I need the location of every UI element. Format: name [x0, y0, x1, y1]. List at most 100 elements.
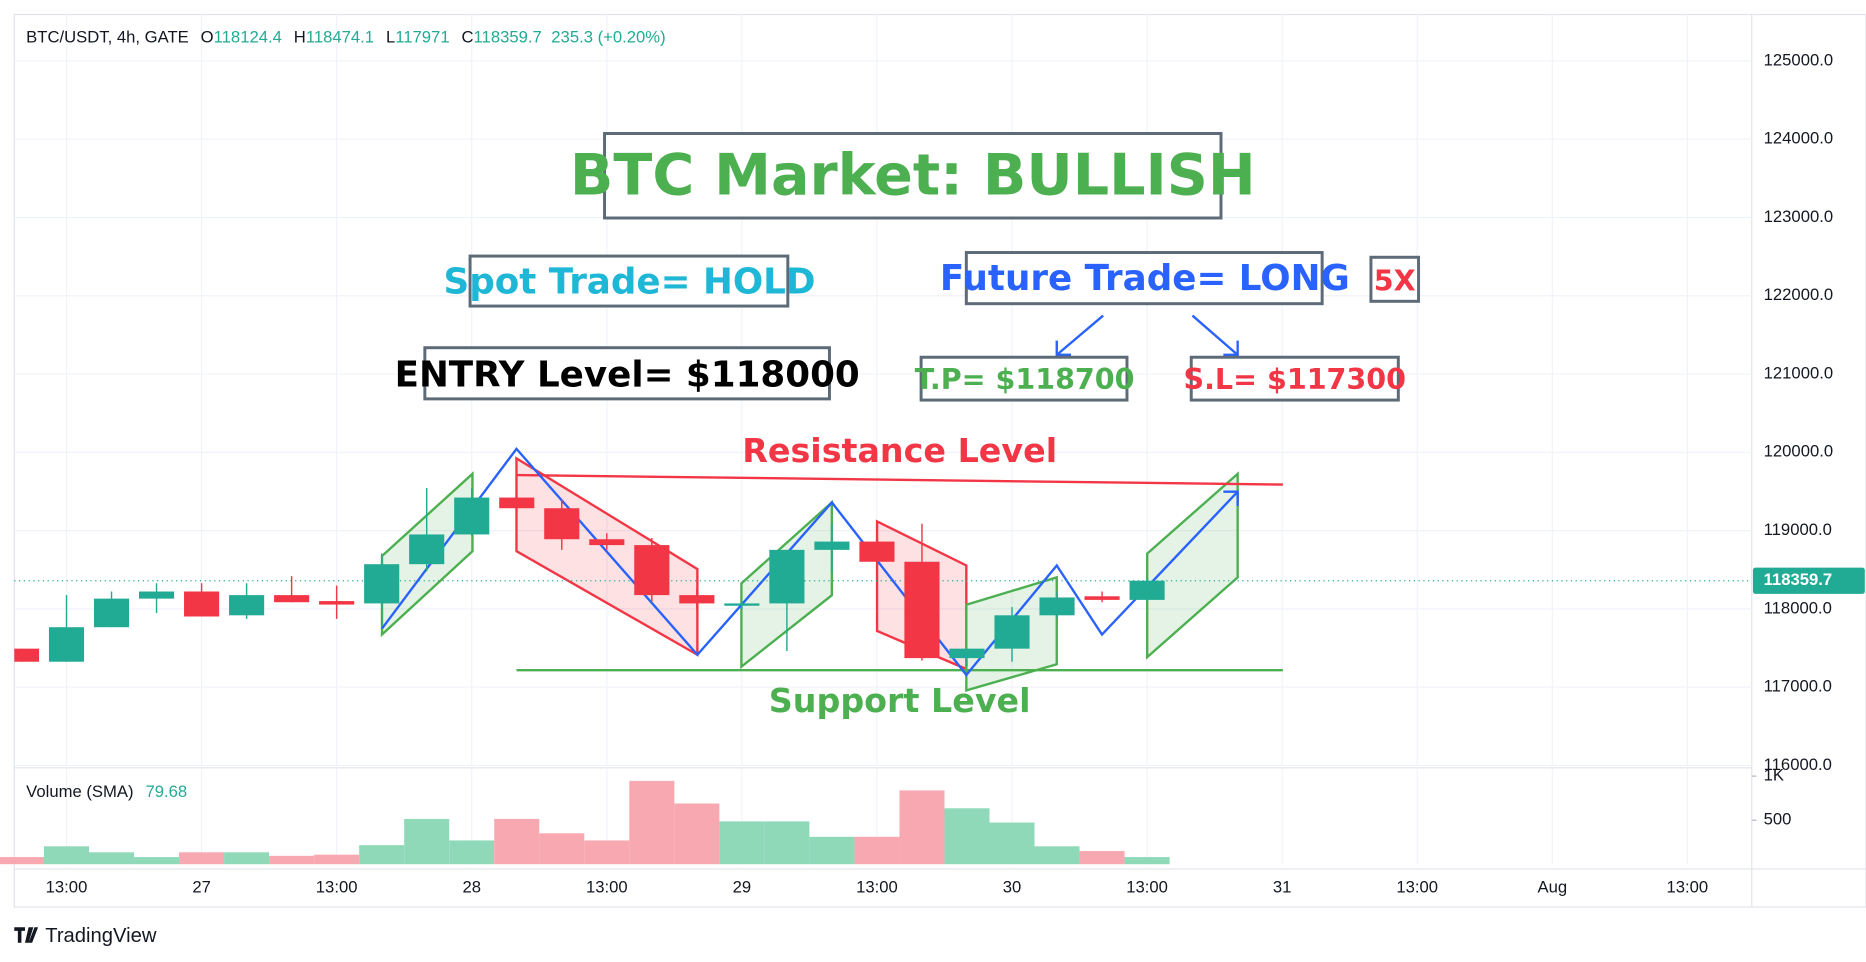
brand-icon: [14, 927, 39, 943]
volume-tick-label: 500: [1764, 810, 1792, 829]
x-tick-label: 29: [733, 877, 752, 896]
candle-body: [544, 508, 580, 540]
volume-bar: [0, 857, 44, 865]
x-tick-label: 13:00: [1396, 877, 1438, 896]
volume-bar: [449, 840, 495, 865]
x-tick-label: 13:00: [46, 877, 88, 896]
x-tick-label: Aug: [1537, 877, 1567, 896]
candle-body: [409, 534, 445, 565]
x-tick-label: 27: [192, 877, 211, 896]
ohlc-value: 118124.4: [214, 28, 282, 47]
annotation-box: [468, 254, 790, 308]
x-tick-label: 30: [1003, 877, 1022, 896]
x-tick-label: 31: [1273, 877, 1292, 896]
annotation-box: [423, 346, 831, 401]
volume-bar: [89, 852, 135, 865]
candle-body: [769, 549, 805, 604]
volume-bar: [629, 780, 675, 865]
candle-body: [138, 591, 175, 599]
change: 235.3 (+0.20%): [551, 28, 665, 47]
y-tick-label: 123000.0: [1764, 207, 1833, 226]
y-tick-label: 121000.0: [1764, 363, 1833, 382]
volume-legend: Volume (SMA) 79.68: [26, 782, 187, 801]
annotation: Spot Trade= HOLD: [444, 261, 816, 302]
x-tick-label: 13:00: [1126, 877, 1168, 896]
volume-bar: [989, 822, 1035, 865]
frame: [13, 13, 1866, 908]
annotation: S.L= $117300: [1184, 362, 1407, 396]
x-tick-label: 13:00: [856, 877, 898, 896]
ohlc-value: 118474.1: [306, 28, 374, 47]
price-tag-label: 118359.7: [1764, 570, 1833, 589]
annotation: 5X: [1374, 263, 1416, 297]
annotation: BTC Market: BULLISH: [570, 142, 1256, 208]
y-tick-label: 120000.0: [1764, 442, 1833, 461]
annotation: Support Level: [769, 681, 1031, 720]
volume-bar: [179, 852, 225, 865]
candle-body: [93, 598, 130, 628]
candle-body: [904, 561, 940, 659]
annotation: Future Trade= LONG: [940, 258, 1350, 299]
zigzag: [381, 446, 1239, 677]
y-tick-label: 124000.0: [1764, 129, 1833, 148]
annotation-box: [1369, 255, 1421, 303]
legend: BTC/USDT, 4h, GATE O118124.4 H118474.1 L117…: [26, 28, 665, 47]
x-tick-label: 13:00: [1667, 877, 1709, 896]
candle-body: [814, 541, 850, 550]
ohlc-value: 118359.7: [474, 28, 542, 47]
volume-bar: [674, 803, 720, 865]
annotation-box: [603, 132, 1223, 220]
candle-body: [499, 497, 535, 509]
arrow-head: [1055, 340, 1072, 357]
y-tick-label: 119000.0: [1764, 520, 1832, 539]
ohlc-label: O: [201, 28, 214, 47]
candle-body: [634, 545, 670, 596]
ohlc-label: C: [462, 28, 474, 47]
x-tick-label: 13:00: [586, 877, 628, 896]
annotation-box: [964, 251, 1324, 306]
arrow: [1055, 314, 1104, 356]
y-tick-label: 118000.0: [1764, 598, 1832, 617]
x-tick-label: 28: [462, 877, 481, 896]
annotation-box: [919, 355, 1129, 402]
candle-body: [1129, 580, 1165, 600]
candle-body: [229, 595, 265, 616]
candle-body: [454, 497, 490, 535]
ohlc-label: H: [294, 28, 306, 47]
arrow: [1191, 314, 1239, 356]
arrow-head: [1223, 490, 1239, 506]
volume-bar: [269, 855, 315, 865]
annotation: ENTRY Level= $118000: [395, 354, 860, 395]
candle-body: [364, 564, 400, 604]
volume-bar: [43, 846, 90, 865]
volume-bar: [539, 833, 585, 865]
candle-body: [1039, 597, 1075, 616]
candle-body: [1084, 596, 1120, 600]
candle-body: [679, 595, 715, 604]
volume-bar: [944, 808, 990, 865]
price-tag: [1752, 567, 1865, 594]
symbol: BTC/USDT, 4h, GATE: [26, 28, 189, 47]
volume-bar: [1034, 846, 1080, 865]
volume-bar: [314, 854, 360, 865]
volume-bar: [764, 821, 810, 865]
volume-tick-label: 1K: [1764, 766, 1784, 785]
x-tick-label: 13:00: [316, 877, 358, 896]
annotation-box: [1189, 355, 1400, 402]
y-tick-label: 122000.0: [1764, 285, 1833, 304]
volume-bar: [404, 818, 450, 865]
volume-legend-part: Volume (SMA): [26, 782, 133, 801]
annotation: Resistance Level: [742, 431, 1057, 470]
volume-bar: [224, 852, 270, 865]
candle-body: [724, 603, 760, 606]
y-tick-label: 116000.0: [1764, 755, 1832, 774]
resistance-line: [516, 473, 1283, 486]
candle-body: [994, 615, 1030, 649]
volume-bar: [719, 821, 765, 865]
candle-body: [859, 541, 895, 562]
candle-body: [319, 601, 355, 605]
candle-body: [274, 595, 310, 603]
candle-body: [589, 539, 625, 546]
